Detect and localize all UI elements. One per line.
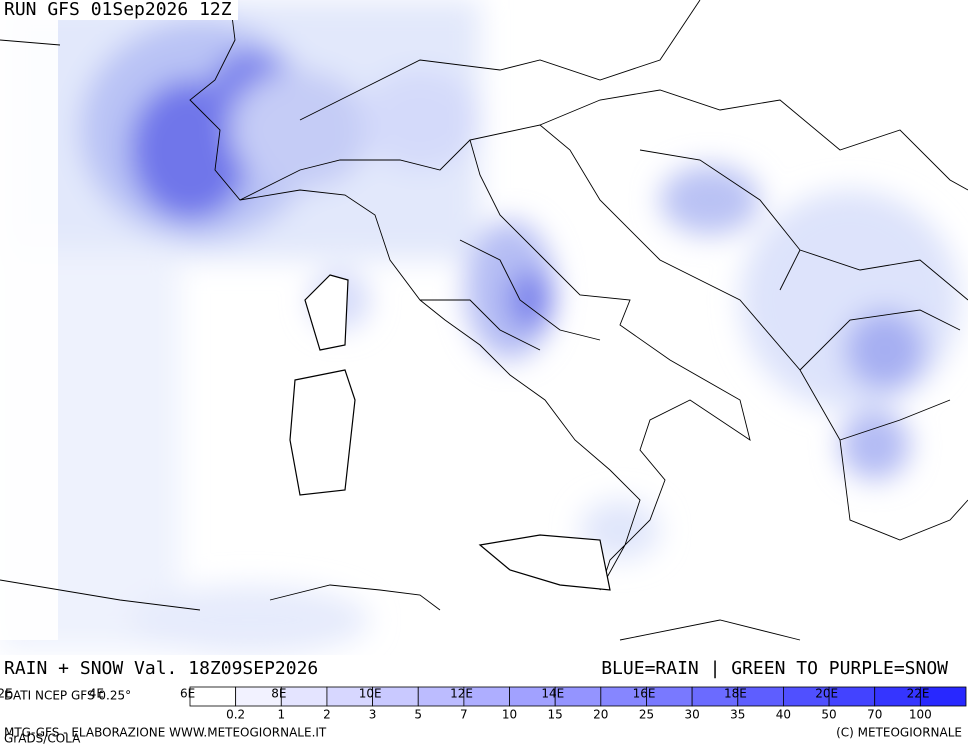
domain-edge: [0, 20, 58, 640]
scale-label: 3: [369, 708, 377, 722]
longitude-label: 14E: [541, 687, 564, 701]
scale-label: 10: [502, 708, 517, 722]
longitude-label: 22E: [907, 687, 930, 701]
run-label: RUN GFS 01Sep2026 12Z: [4, 0, 232, 20]
scale-label: 1: [277, 708, 285, 722]
scale-label: 35: [730, 708, 745, 722]
precip-field: [0, 0, 960, 655]
copyright-label: (C) METEOGIORNALE: [836, 726, 962, 740]
scale-label: 2: [323, 708, 331, 722]
longitude-label: 16E: [633, 687, 656, 701]
map: [0, 0, 968, 655]
coastlines: [0, 0, 968, 641]
scale-label: 70: [867, 708, 882, 722]
scale-label: 100: [909, 708, 932, 722]
longitude-label: 2E: [0, 687, 13, 701]
longitude-label: 12E: [450, 687, 473, 701]
longitude-label: 6E: [180, 687, 195, 701]
colorbar-box: [189, 686, 237, 707]
colorbar-box: [280, 686, 328, 707]
scale-label: 40: [776, 708, 791, 722]
scale-label: 20: [593, 708, 608, 722]
software-label: GrADS/COLA: [4, 732, 81, 745]
source-label: DATI NCEP GFS 0.25°: [4, 689, 131, 703]
scale-label: 50: [821, 708, 836, 722]
scale-label: 5: [414, 708, 422, 722]
header-box: [0, 0, 238, 20]
credit-label: MTG-GFS - ELABORAZIONE WWW.METEOGIORNALE…: [4, 726, 327, 740]
scale-label: 0.2: [226, 708, 245, 722]
longitude-label: 4E: [89, 687, 104, 701]
scale-label: 15: [548, 708, 563, 722]
scale-label: 7: [460, 708, 468, 722]
longitude-label: 10E: [359, 687, 382, 701]
longitude-label: 18E: [724, 687, 747, 701]
scale-label: 25: [639, 708, 654, 722]
colorbar-box: [919, 686, 967, 707]
scale-label: 30: [684, 708, 699, 722]
legend-note: BLUE=RAIN | GREEN TO PURPLE=SNOW: [601, 658, 948, 679]
longitude-label: 8E: [271, 687, 286, 701]
footer-title: RAIN + SNOW Val. 18Z09SEP2026: [4, 658, 318, 679]
longitude-label: 20E: [815, 687, 838, 701]
